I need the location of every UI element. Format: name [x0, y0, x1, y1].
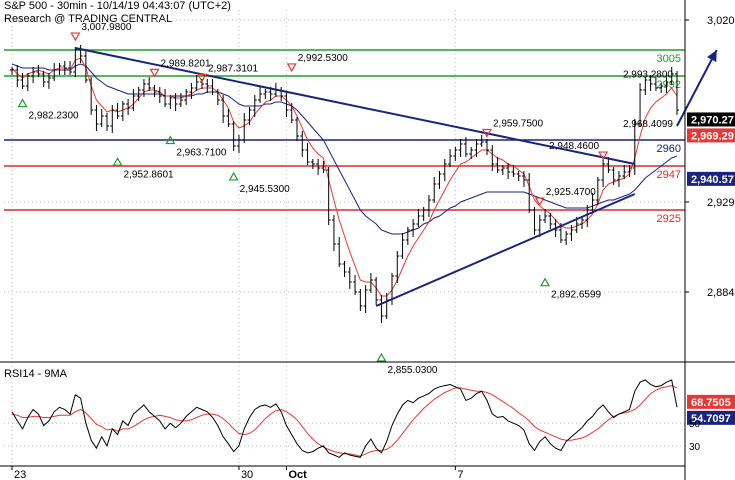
- rsi-tick-label: 50: [689, 419, 701, 430]
- pivot-high-marker: [481, 128, 493, 138]
- price-badge-label: 2,969.29: [691, 130, 734, 142]
- annotation-label: 2,989.8201: [161, 58, 211, 69]
- annotation-label: 2,959.7500: [493, 119, 543, 130]
- price-plot: 3005 2992 2960 2947 2925 3,007.9800 2,982.2300…: [4, 10, 718, 463]
- pivot-high-marker: [598, 151, 609, 161]
- pivot-low-marker: [112, 157, 123, 166]
- rsi-badge-label: 54.7097: [691, 413, 731, 425]
- price-badge-label: 2,970.27: [691, 114, 734, 126]
- rsi-badge: [687, 394, 735, 409]
- moving-average-line: [11, 63, 678, 235]
- forecast-arrow: [676, 49, 718, 127]
- pivot-low-marker: [17, 98, 28, 108]
- pivot-high-marker: [534, 197, 545, 207]
- pivot-high-marker: [70, 32, 81, 42]
- y-tick-label: 2,884: [707, 287, 735, 299]
- rsi-tick-label: 30: [689, 442, 701, 453]
- trendline: [375, 193, 636, 307]
- annotation-label: 2,855.0300: [387, 365, 437, 376]
- trendline: [75, 47, 635, 165]
- pivot-high-marker: [286, 63, 297, 73]
- pivot-low-marker: [540, 277, 551, 287]
- rsi-series-line: [11, 379, 678, 458]
- annotation-label: 2,968.4099: [623, 119, 673, 130]
- price-badge: [687, 112, 735, 127]
- x-tick-label: 30: [241, 469, 253, 480]
- x-tick-label: 7: [457, 469, 463, 480]
- y-tick-label: 3,020: [707, 15, 735, 27]
- price-badge: [687, 128, 735, 143]
- pivot-high-marker: [149, 68, 160, 78]
- annotation-label: 2,952.8601: [124, 169, 174, 180]
- rsi-badge: [687, 410, 735, 425]
- pivot-low-marker: [228, 171, 239, 181]
- annotation-label: 2,948.4600: [549, 141, 599, 152]
- annotation-label: 3,007.9800: [81, 22, 131, 33]
- rsi-label: RSI14 - 9MA: [4, 368, 68, 380]
- moving-average-line: [11, 57, 678, 297]
- annotation-label: 2,925.4700: [546, 187, 596, 198]
- pivot-low-marker: [165, 135, 176, 145]
- annotation-label: 2,993.2800: [623, 69, 673, 80]
- price-badge: [687, 171, 735, 186]
- annotation-label: 2,982.2300: [29, 111, 79, 122]
- chart-source: Research @ TRADING CENTRAL: [4, 13, 173, 25]
- level-label: 3005: [657, 53, 681, 65]
- forecast-arrow-head: [707, 50, 717, 62]
- y-tick-label: 2,929: [707, 197, 735, 209]
- rsi-series-line: [11, 385, 678, 457]
- x-tick-label: 23: [14, 469, 26, 480]
- level-label: 2992: [657, 79, 681, 91]
- level-label: 2960: [657, 143, 681, 155]
- pivot-high-marker: [196, 73, 208, 83]
- level-label: 2947: [657, 169, 681, 181]
- annotation-label: 2,992.5300: [298, 53, 348, 64]
- rsi-plot: RSI14 - 9MA: [4, 368, 685, 458]
- annotation-label: 2,892.6599: [551, 290, 601, 301]
- price-badge-label: 2,940.57: [691, 174, 734, 186]
- annotation-label: 2,963.7100: [176, 148, 226, 159]
- annotation-label: 2,987.3101: [208, 63, 258, 74]
- chart-title: S&P 500 - 30min - 10/14/19 04:43:07 (UTC…: [4, 0, 231, 12]
- rsi-badge-label: 68.7505: [691, 397, 731, 409]
- level-label: 2925: [657, 213, 681, 225]
- annotation-label: 2,945.5300: [240, 184, 290, 195]
- pivot-low-marker: [376, 352, 387, 362]
- x-tick-label: Oct: [288, 469, 307, 480]
